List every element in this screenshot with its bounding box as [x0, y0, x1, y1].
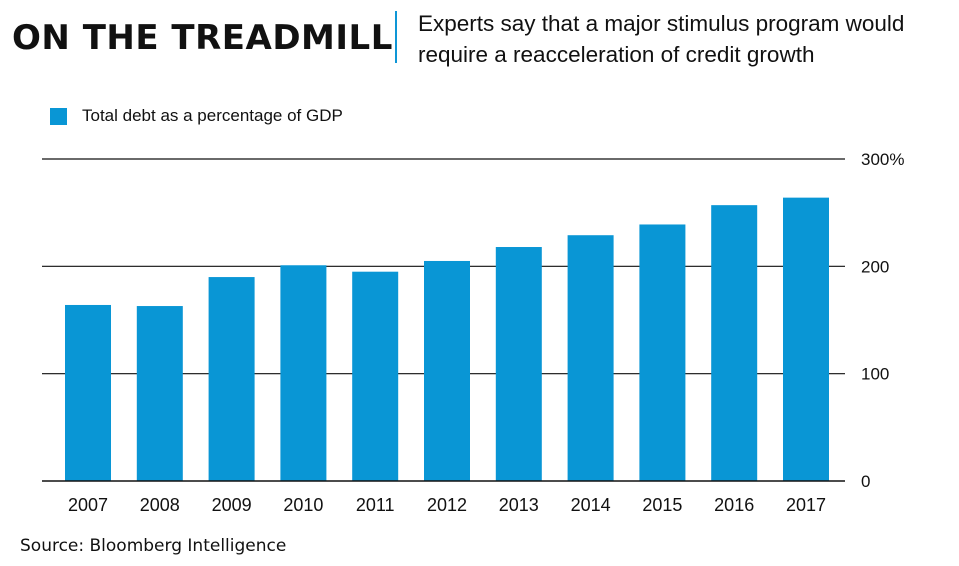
bars: [65, 197, 829, 482]
bar-2010: [280, 265, 327, 481]
y-tick-label: 200: [861, 257, 889, 276]
title-divider: [395, 11, 397, 63]
x-tick-label: 2017: [786, 495, 826, 515]
chart-subtitle: Experts say that a major stimulus progra…: [418, 11, 905, 67]
x-tick-label: 2014: [571, 495, 611, 515]
x-tick-label: 2016: [714, 495, 754, 515]
y-tick-label: 0: [861, 472, 870, 491]
x-tick-label: 2011: [356, 495, 395, 515]
x-tick-label: 2007: [68, 495, 108, 515]
bar-2016: [711, 205, 758, 482]
x-axis-labels: 2007 2008 2009 2010 2011 2012 2013 2014 2015 2016…: [68, 495, 826, 515]
x-tick-label: 2015: [642, 495, 682, 515]
bar-2015: [639, 224, 686, 481]
bar-2017: [783, 197, 829, 481]
legend: Total debt as a percentage of GDP: [50, 106, 343, 126]
y-tick-label: 300%: [861, 150, 904, 169]
legend-swatch: [50, 107, 67, 125]
x-tick-label: 2010: [283, 495, 323, 515]
bar-2013: [495, 247, 542, 481]
legend-label: Total debt as a percentage of GDP: [82, 106, 343, 125]
bar-2011: [352, 271, 399, 481]
chart-title: ON THE TREADMILL: [12, 18, 393, 58]
bar-2007: [65, 304, 111, 481]
source-note: Source: Bloomberg Intelligence: [20, 536, 287, 556]
bar-2014: [567, 235, 614, 481]
y-tick-label: 100: [861, 365, 889, 384]
x-tick-label: 2008: [140, 495, 180, 515]
bar-2008: [136, 306, 183, 481]
x-tick-label: 2013: [499, 495, 539, 515]
bar-2012: [424, 260, 470, 481]
x-tick-label: 2012: [427, 495, 467, 515]
y-axis-labels: 0 100 200 300%: [861, 150, 904, 491]
bar-2009: [208, 277, 255, 481]
x-tick-label: 2009: [212, 495, 252, 515]
